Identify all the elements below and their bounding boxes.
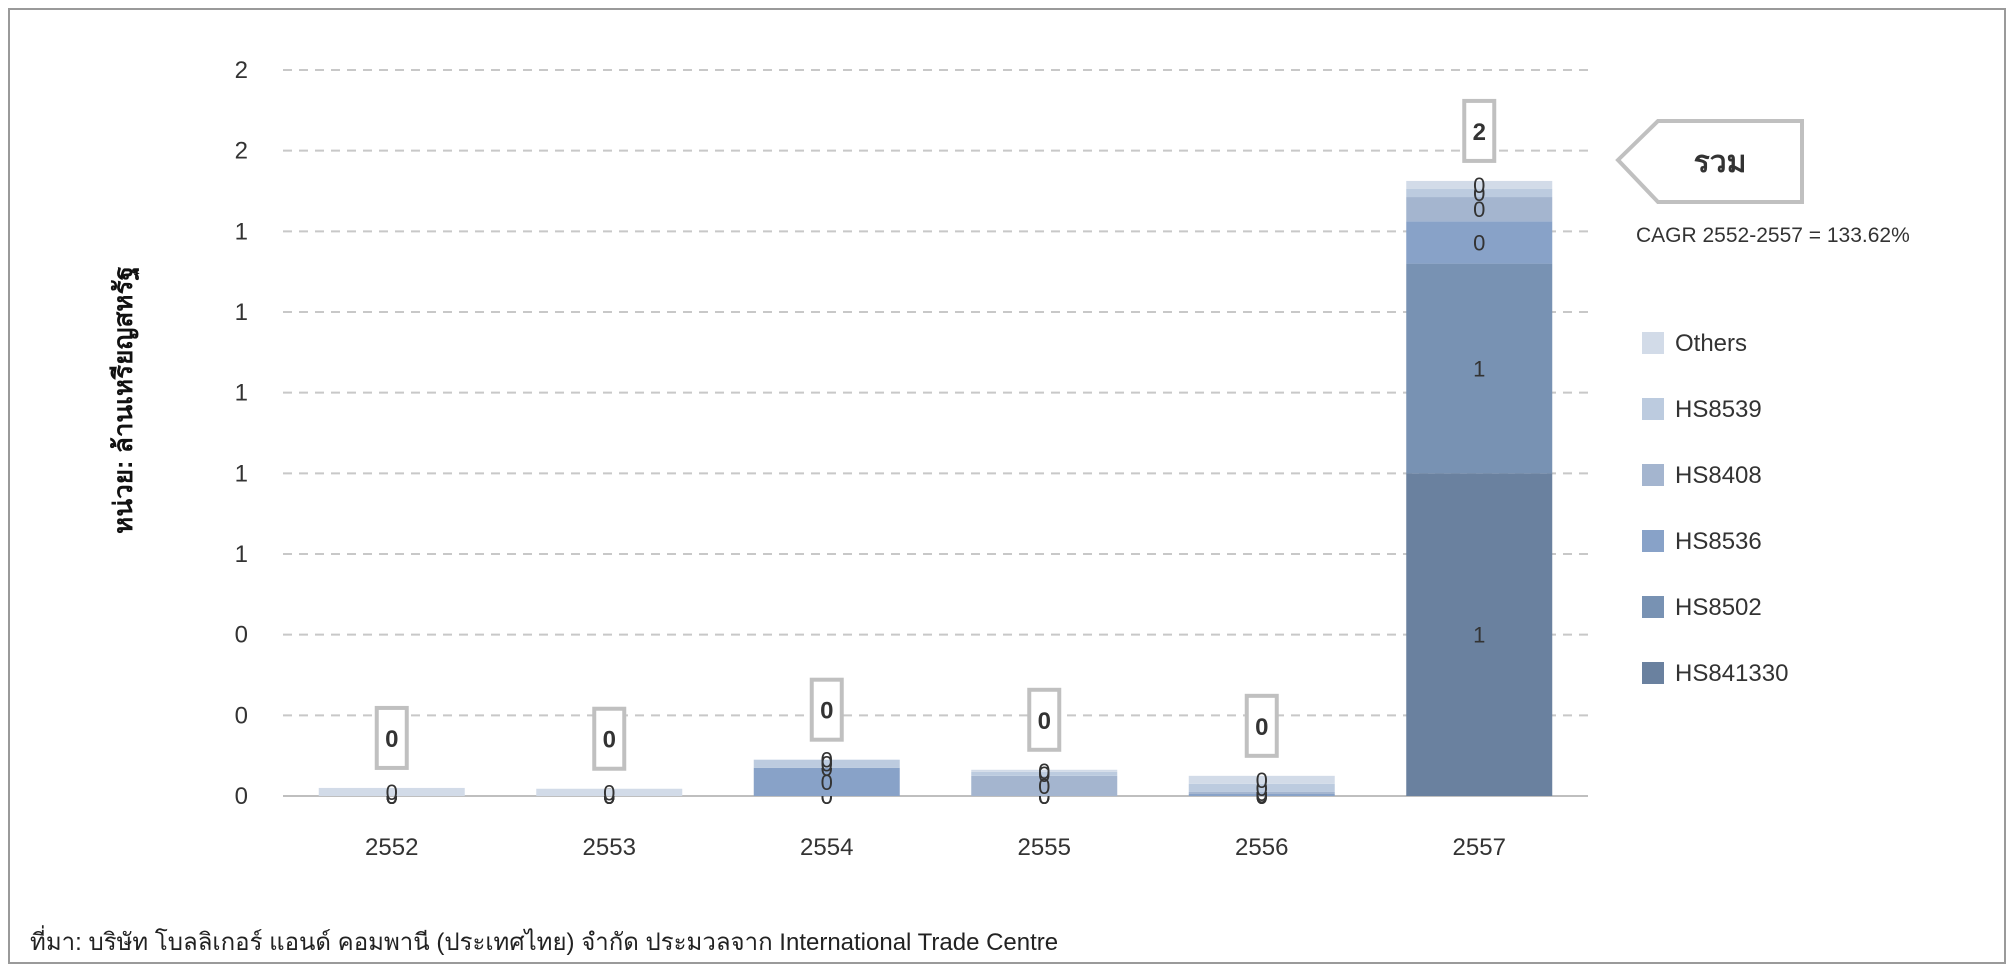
total-box (1244, 693, 1279, 758)
bar-segment (1188, 783, 1335, 792)
y-axis-ticks: 0 0 0 1 1 1 1 1 2 2 (235, 57, 248, 810)
segment-value-label: 1 (1473, 623, 1485, 648)
bar-segment (971, 769, 1118, 772)
source-note: ที่มา: บริษัท โบลลิเกอร์ แอนด์ คอมพานี (… (30, 925, 1058, 956)
bar-segment (1188, 775, 1335, 784)
x-axis-ticks: 2552 2553 2554 2555 2556 2557 (365, 834, 1506, 861)
gridlines (283, 69, 1588, 797)
x-tick-label: 2557 (1453, 834, 1506, 861)
segment-value-label: 0 (821, 770, 833, 795)
x-tick-label: 2552 (365, 834, 418, 861)
legend-swatch (1642, 662, 1664, 684)
bar-segment (1406, 188, 1553, 198)
y-tick-label: 2 (235, 57, 248, 84)
bar-segment (1406, 473, 1553, 796)
callout-arrow-box (1615, 119, 1804, 204)
legend-swatch (1642, 464, 1664, 486)
total-value-label: 2 (1473, 119, 1486, 146)
callout-label: รวม (1694, 146, 1747, 179)
y-tick-label: 0 (235, 622, 248, 649)
bar-segment (1188, 793, 1335, 796)
bar-segment (971, 771, 1118, 776)
x-tick-label: 2556 (1235, 834, 1288, 861)
y-axis-label: หน่วย: ล้านเหรียญสหรัฐ (108, 266, 141, 534)
legend-label: HS8539 (1675, 396, 1762, 423)
total-box (809, 677, 844, 742)
segment-value-label: 0 (1473, 173, 1485, 198)
y-tick-label: 0 (235, 702, 248, 729)
legend-swatch (1642, 332, 1664, 354)
legend-label: Others (1675, 330, 1747, 357)
bar-segment (1188, 791, 1335, 794)
legend-label: HS8536 (1675, 528, 1762, 555)
bar-segment (971, 775, 1118, 796)
cagr-note: CAGR 2552-2557 = 133.62% (1636, 224, 1910, 247)
bar-segment (753, 767, 900, 796)
legend-swatch (1642, 398, 1664, 420)
bars: 0000000000000000000000000000000000011000… (318, 98, 1553, 809)
legend-swatch (1642, 530, 1664, 552)
bar-segment (1406, 180, 1553, 189)
segment-value-label: 0 (603, 780, 615, 805)
legend-label: HS8408 (1675, 462, 1762, 489)
y-tick-label: 1 (235, 299, 248, 326)
chart-frame (8, 8, 2006, 964)
total-box (1027, 687, 1062, 752)
y-tick-label: 1 (235, 541, 248, 568)
x-tick-label: 2554 (800, 834, 853, 861)
bar-segment (1406, 197, 1553, 222)
bar-segment (1406, 221, 1553, 264)
bar-segment (1406, 263, 1553, 474)
segment-value-label: 0 (821, 752, 833, 777)
bar-segment (536, 788, 683, 796)
bar-segment (753, 759, 900, 768)
segment-value-label: 0 (386, 780, 398, 805)
y-tick-label: 1 (235, 460, 248, 487)
segment-value-label: 0 (1038, 774, 1050, 799)
segment-value-label: 0 (1473, 197, 1485, 222)
segment-value-label: 0 (1038, 762, 1050, 787)
total-callout: รวม (1615, 119, 1804, 204)
segment-value-label: 1 (1473, 356, 1485, 381)
bar-segment (318, 787, 465, 796)
total-value-label: 0 (1255, 714, 1268, 741)
segment-value-label: 0 (821, 748, 833, 773)
total-box (592, 706, 627, 771)
total-value-label: 0 (820, 698, 833, 725)
total-value-label: 0 (385, 726, 398, 753)
y-tick-label: 2 (235, 138, 248, 165)
legend-label: HS8502 (1675, 594, 1762, 621)
segment-value-label: 0 (1038, 759, 1050, 784)
total-value-label: 0 (1038, 708, 1051, 735)
total-box (1462, 98, 1497, 163)
segment-value-label: 0 (1256, 768, 1268, 793)
y-tick-label: 1 (235, 218, 248, 245)
legend-swatch (1642, 596, 1664, 618)
x-tick-label: 2553 (583, 834, 636, 861)
y-tick-label: 1 (235, 380, 248, 407)
total-box (374, 705, 409, 770)
y-tick-label: 0 (235, 783, 248, 810)
legend-label: HS841330 (1675, 660, 1788, 687)
segment-value-label: 0 (1473, 230, 1485, 255)
x-tick-label: 2555 (1018, 834, 1071, 861)
legend: Others HS8539 HS8408 HS8536 HS8502 HS841330 (1642, 330, 1788, 687)
total-value-label: 0 (603, 727, 616, 754)
